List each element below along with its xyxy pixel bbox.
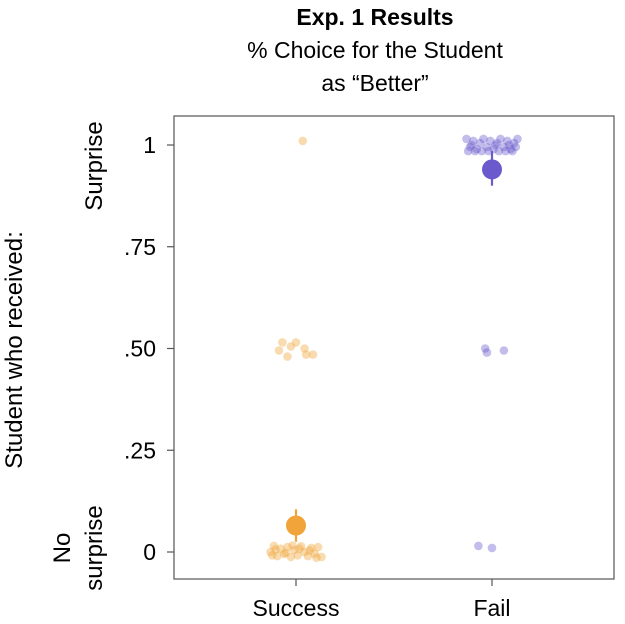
data-point [300,344,309,353]
data-point [494,146,504,156]
data-point [472,144,482,154]
data-point [491,140,500,150]
data-point [301,350,311,359]
y-group-label-no: No [49,533,76,564]
chart-subtitle-line-2: as “Better” [321,70,428,96]
mean-point [286,515,306,536]
data-point [467,140,476,150]
data-point [511,142,521,152]
y-axis-ticks: 0 .25 .50 .75 1 [124,132,174,565]
data-point [477,146,487,156]
data-point [474,541,483,551]
data-point [305,546,314,555]
data-point [269,541,279,551]
data-point [503,136,512,146]
data-point [469,136,478,146]
data-point [266,547,275,557]
data-point [313,542,323,552]
data-point [506,144,515,154]
data-point [312,553,321,562]
data-point [484,146,493,156]
data-point [487,543,497,553]
data-point [281,548,291,558]
data-point [307,543,316,553]
data-point [496,134,505,144]
data-point [486,136,495,146]
data-point [501,146,510,156]
chart-subtitle-line-1: % Choice for the Student [247,37,503,63]
data-point [288,541,297,550]
y-tick-label: .25 [124,437,156,463]
y-tick-label: .75 [124,234,156,260]
data-point [310,549,320,558]
data-point [276,544,286,553]
data-point [482,348,492,357]
data-points [266,134,522,562]
data-point [283,352,292,361]
data-point [480,344,490,353]
data-point [303,551,313,561]
y-group-label-surprise: Surprise [81,121,108,210]
data-point [267,551,277,560]
y-tick-label: 0 [143,539,156,565]
x-tick-label: Fail [473,595,510,621]
data-point [296,542,306,551]
data-point [499,142,509,152]
data-point [499,346,509,355]
data-point [504,140,514,150]
data-point [492,138,502,148]
data-point [291,338,301,347]
data-point [300,547,309,557]
data-point [482,142,492,152]
data-point [293,551,303,560]
chart-title: Exp. 1 Results [296,4,453,30]
x-tick-label: Success [253,595,340,621]
data-point [465,142,475,152]
data-point [479,134,488,144]
data-point [290,545,299,555]
data-point [286,342,296,351]
plot-area-frame [173,115,615,580]
data-point [295,544,304,553]
y-axis-label: Student who received: [1,231,28,468]
data-point [273,551,282,561]
mean-point [482,159,502,180]
data-point [462,134,471,144]
data-point [513,134,522,144]
data-point [475,138,485,148]
data-point [308,350,318,359]
y-tick-label: .50 [124,336,156,362]
data-point [286,552,296,562]
data-point [298,136,308,146]
data-point [463,146,473,156]
data-point [274,346,284,355]
data-point [279,549,289,559]
mean-markers [286,151,502,542]
data-point [508,146,517,156]
x-axis-ticks: Success Fail [253,579,511,621]
data-point [509,138,519,148]
data-point [278,338,287,347]
data-point [271,545,280,554]
data-point [470,146,480,156]
y-group-label-surprise-bottom: surprise [81,505,108,590]
data-point [317,552,326,562]
y-tick-label: 1 [143,132,156,158]
data-point [283,542,292,552]
